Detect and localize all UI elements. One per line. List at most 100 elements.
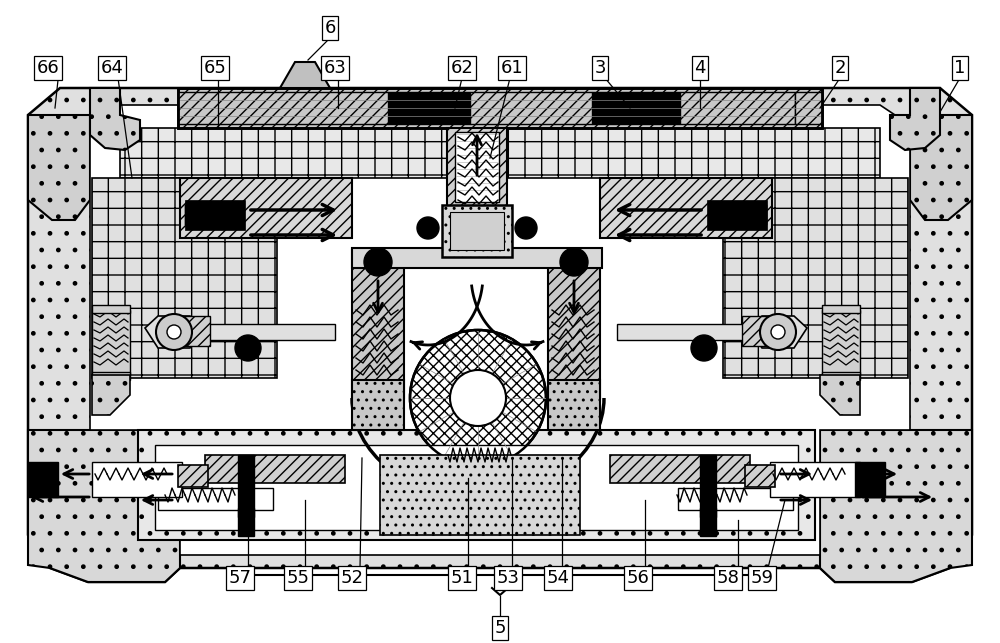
Bar	[178, 92, 388, 124]
Text: 63: 63	[324, 59, 346, 77]
Bar	[678, 488, 793, 510]
Bar	[178, 88, 822, 128]
Bar	[388, 92, 470, 124]
Bar	[185, 200, 245, 230]
Bar	[447, 128, 507, 210]
Bar	[742, 316, 772, 346]
Text: 51: 51	[451, 569, 473, 587]
Text: 55: 55	[287, 569, 310, 587]
Polygon shape	[28, 430, 180, 582]
Polygon shape	[185, 205, 240, 225]
Text: 65: 65	[204, 59, 226, 77]
Bar	[822, 310, 860, 375]
Bar	[707, 200, 767, 230]
Polygon shape	[145, 316, 203, 348]
Text: 57: 57	[228, 569, 252, 587]
Polygon shape	[90, 88, 140, 150]
Bar	[548, 380, 600, 430]
Circle shape	[364, 248, 392, 276]
Circle shape	[515, 217, 537, 239]
Text: 53: 53	[496, 569, 520, 587]
Bar	[238, 455, 254, 517]
Circle shape	[560, 248, 588, 276]
Bar	[700, 508, 716, 536]
Bar	[442, 205, 512, 257]
Polygon shape	[820, 430, 972, 582]
Bar	[92, 178, 277, 378]
Bar	[680, 92, 795, 124]
Polygon shape	[749, 316, 807, 348]
Text: 62: 62	[451, 59, 473, 77]
Bar	[92, 310, 130, 375]
Circle shape	[156, 314, 192, 350]
Bar	[700, 455, 716, 517]
Bar	[180, 178, 352, 238]
Text: 6: 6	[324, 19, 336, 37]
Polygon shape	[890, 88, 940, 150]
Text: 4: 4	[694, 59, 706, 77]
Polygon shape	[28, 115, 90, 220]
Circle shape	[691, 335, 717, 361]
Bar	[455, 132, 499, 202]
Bar	[138, 430, 815, 540]
Bar	[352, 248, 602, 268]
Bar	[822, 305, 860, 313]
Text: 61: 61	[501, 59, 523, 77]
Bar	[600, 178, 772, 238]
Bar	[770, 462, 860, 497]
Text: 3: 3	[594, 59, 606, 77]
Polygon shape	[712, 205, 767, 225]
Polygon shape	[910, 115, 972, 220]
Text: 59: 59	[750, 569, 774, 587]
Bar	[450, 212, 504, 250]
Text: 2: 2	[834, 59, 846, 77]
Bar	[180, 316, 210, 346]
Bar	[28, 462, 58, 497]
Bar	[548, 250, 600, 398]
Bar	[238, 508, 254, 536]
Bar	[352, 380, 404, 430]
Circle shape	[760, 314, 796, 350]
Bar	[822, 372, 860, 380]
Bar	[380, 455, 580, 535]
Bar	[92, 372, 130, 380]
Polygon shape	[820, 375, 860, 415]
Bar	[795, 92, 822, 124]
Polygon shape	[92, 375, 130, 415]
Bar	[178, 88, 822, 128]
Text: 52: 52	[340, 569, 364, 587]
Polygon shape	[352, 268, 604, 398]
Bar	[120, 128, 880, 178]
Bar	[592, 92, 680, 124]
Bar	[617, 324, 747, 340]
Text: 66: 66	[37, 59, 59, 77]
Bar	[205, 324, 335, 340]
Text: 64: 64	[101, 59, 123, 77]
Bar	[610, 455, 750, 483]
Bar	[352, 250, 404, 398]
Bar	[745, 465, 775, 487]
Circle shape	[410, 330, 546, 466]
Circle shape	[771, 325, 785, 339]
Bar	[155, 445, 798, 530]
Bar	[723, 178, 908, 378]
Bar	[205, 455, 345, 483]
Text: 58: 58	[717, 569, 739, 587]
Text: 56: 56	[627, 569, 649, 587]
Circle shape	[417, 217, 439, 239]
Circle shape	[167, 325, 181, 339]
Bar	[158, 488, 273, 510]
Text: 1: 1	[954, 59, 966, 77]
Bar	[178, 465, 208, 487]
Circle shape	[235, 335, 261, 361]
Bar	[855, 462, 885, 497]
Circle shape	[450, 370, 506, 426]
Polygon shape	[90, 105, 910, 555]
Text: 5: 5	[494, 619, 506, 637]
Bar	[470, 92, 592, 124]
Polygon shape	[280, 62, 330, 88]
Text: 54: 54	[546, 569, 570, 587]
Bar	[92, 462, 182, 497]
Polygon shape	[28, 88, 972, 582]
Bar	[92, 305, 130, 313]
